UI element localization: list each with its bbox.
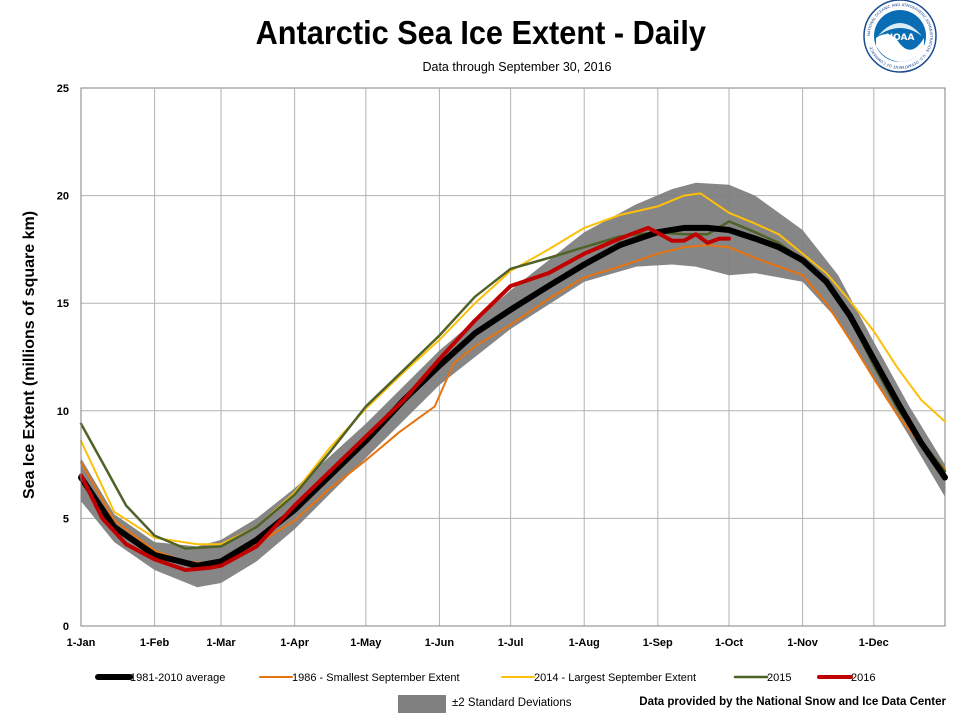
x-tick-label: 1-Jan [67, 637, 96, 649]
x-tick-label: 1-Dec [859, 637, 889, 649]
std-dev-band [81, 182, 945, 588]
y-tick-label: 20 [57, 191, 69, 203]
legend-label: 1986 - Smallest September Extent [292, 672, 460, 684]
x-tick-label: 1-Jun [425, 637, 455, 649]
series-line-2016 [79, 225, 731, 572]
x-tick-label: 1-Jul [498, 637, 524, 649]
std-dev-label: ±2 Standard Deviations [452, 697, 572, 709]
y-tick-label: 0 [63, 621, 69, 633]
y-tick-label: 15 [57, 298, 69, 310]
legend-label: 2015 [767, 672, 791, 684]
legend-item: 1986 - Smallest September Extent [259, 672, 460, 684]
noaa-logo-text: NOAA [886, 33, 915, 43]
x-tick-label: 1-Nov [787, 637, 818, 649]
y-tick-label: 5 [63, 513, 69, 525]
x-tick-label: 1-Sep [643, 637, 673, 649]
y-axis-title: Sea Ice Extent (millions of square km) [21, 211, 38, 499]
data-credit: Data provided by the National Snow and I… [639, 696, 946, 708]
legend-label: 1981-2010 average [130, 672, 225, 684]
chart-title: Antarctic Sea Ice Extent - Daily [255, 14, 706, 51]
y-tick-label: 25 [57, 83, 69, 95]
y-tick-label: 10 [57, 406, 69, 418]
legend-label: 2014 - Largest September Extent [534, 672, 696, 684]
legend-item: 2015 [733, 672, 791, 684]
x-tick-label: 1-May [350, 637, 382, 649]
x-tick-label: 1-Feb [140, 637, 170, 649]
x-tick-label: 1-Apr [280, 637, 309, 649]
std-dev-swatch [398, 695, 446, 713]
noaa-logo: NOAA NATIONAL OCEANIC AND ATMOSPHERIC AD… [863, 0, 937, 73]
plot-area [80, 87, 946, 627]
legend-label: 2016 [851, 672, 875, 684]
legend-item: 2014 - Largest September Extent [501, 672, 696, 684]
legend-item: 2016 [817, 672, 875, 684]
legend-item: 1981-2010 average [95, 672, 225, 684]
x-tick-label: 1-Aug [569, 637, 600, 649]
x-tick-label: 1-Mar [206, 637, 236, 649]
series-line-1981-2010-average [78, 224, 948, 569]
x-tick-label: 1-Oct [715, 637, 743, 649]
chart-subtitle: Data through September 30, 2016 [422, 60, 612, 74]
